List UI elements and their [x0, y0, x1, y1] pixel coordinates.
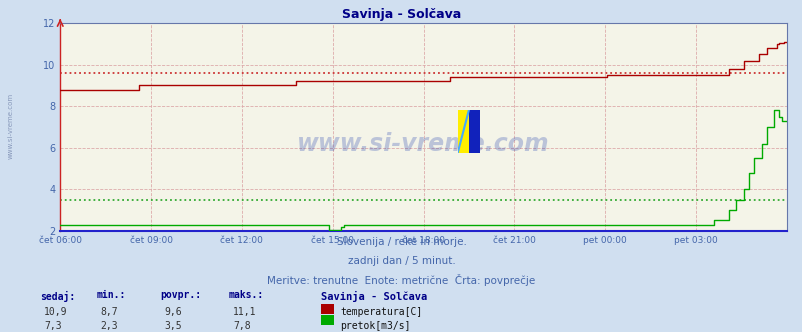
- Text: sedaj:: sedaj:: [40, 290, 75, 301]
- Text: www.si-vreme.com: www.si-vreme.com: [7, 93, 14, 159]
- Text: 8,7: 8,7: [100, 307, 118, 317]
- Text: Savinja - Solčava: Savinja - Solčava: [321, 290, 427, 301]
- Text: maks.:: maks.:: [229, 290, 264, 300]
- Text: 7,8: 7,8: [233, 321, 250, 331]
- Text: 10,9: 10,9: [44, 307, 67, 317]
- Text: Slovenija / reke in morje.: Slovenija / reke in morje.: [336, 237, 466, 247]
- Text: 2,3: 2,3: [100, 321, 118, 331]
- Text: 9,6: 9,6: [164, 307, 182, 317]
- Text: temperatura[C]: temperatura[C]: [340, 307, 422, 317]
- Bar: [468, 110, 480, 153]
- Text: min.:: min.:: [96, 290, 126, 300]
- Text: zadnji dan / 5 minut.: zadnji dan / 5 minut.: [347, 256, 455, 266]
- Text: www.si-vreme.com: www.si-vreme.com: [297, 131, 549, 156]
- Text: pretok[m3/s]: pretok[m3/s]: [340, 321, 411, 331]
- Text: 11,1: 11,1: [233, 307, 256, 317]
- Bar: [457, 110, 468, 153]
- Text: povpr.:: povpr.:: [160, 290, 201, 300]
- Text: 3,5: 3,5: [164, 321, 182, 331]
- Text: 7,3: 7,3: [44, 321, 62, 331]
- Text: Meritve: trenutne  Enote: metrične  Črta: povprečje: Meritve: trenutne Enote: metrične Črta: …: [267, 274, 535, 286]
- Text: Savinja - Solčava: Savinja - Solčava: [342, 8, 460, 21]
